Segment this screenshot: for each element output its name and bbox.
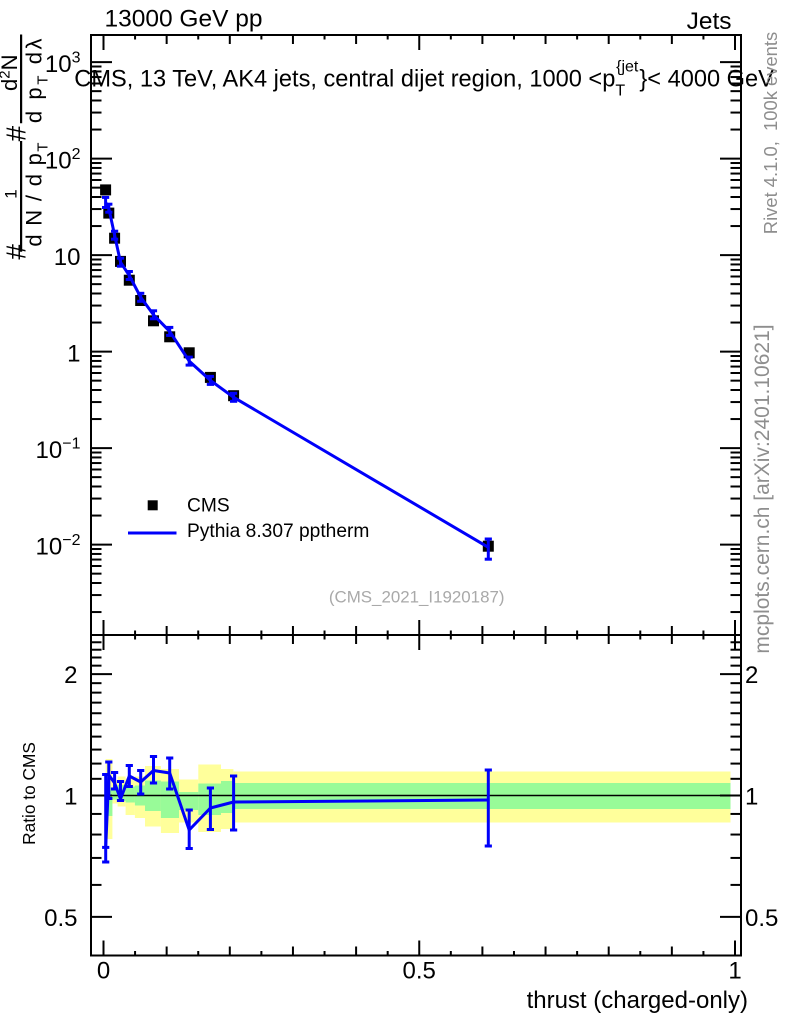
- svg-text:1: 1: [745, 784, 758, 811]
- svg-text:Pythia 8.307 pptherm: Pythia 8.307 pptherm: [187, 521, 369, 542]
- svg-text:13000 GeV pp: 13000 GeV pp: [105, 6, 263, 33]
- svg-text:1: 1: [728, 958, 741, 985]
- svg-text:2: 2: [64, 662, 77, 689]
- svg-text:0.5: 0.5: [403, 958, 436, 985]
- svg-text:1: 1: [67, 341, 80, 368]
- svg-text:10: 10: [54, 244, 81, 271]
- svg-text:2: 2: [745, 662, 758, 689]
- svg-text:0.5: 0.5: [44, 905, 77, 932]
- svg-text:0: 0: [97, 958, 110, 985]
- svg-text:mcplots.cern.ch [arXiv:2401.10: mcplots.cern.ch [arXiv:2401.10621]: [751, 324, 774, 653]
- svg-text:d2N: d2N: [0, 54, 22, 90]
- svg-text:(CMS_2021_I1920187): (CMS_2021_I1920187): [329, 587, 505, 606]
- svg-text:0.5: 0.5: [745, 905, 778, 932]
- svg-text:1: 1: [64, 784, 77, 811]
- svg-text:1: 1: [2, 189, 21, 198]
- svg-text:#: #: [1, 244, 32, 260]
- svg-text:thrust (charged-only): thrust (charged-only): [527, 987, 748, 1014]
- svg-text:CMS: CMS: [187, 495, 230, 516]
- svg-text:Ratio to CMS: Ratio to CMS: [19, 742, 39, 845]
- svg-text:#: #: [1, 125, 32, 141]
- svg-text:Rivet 4.1.0, 100k events: Rivet 4.1.0, 100k events: [760, 32, 781, 234]
- svg-text:Jets: Jets: [687, 8, 732, 35]
